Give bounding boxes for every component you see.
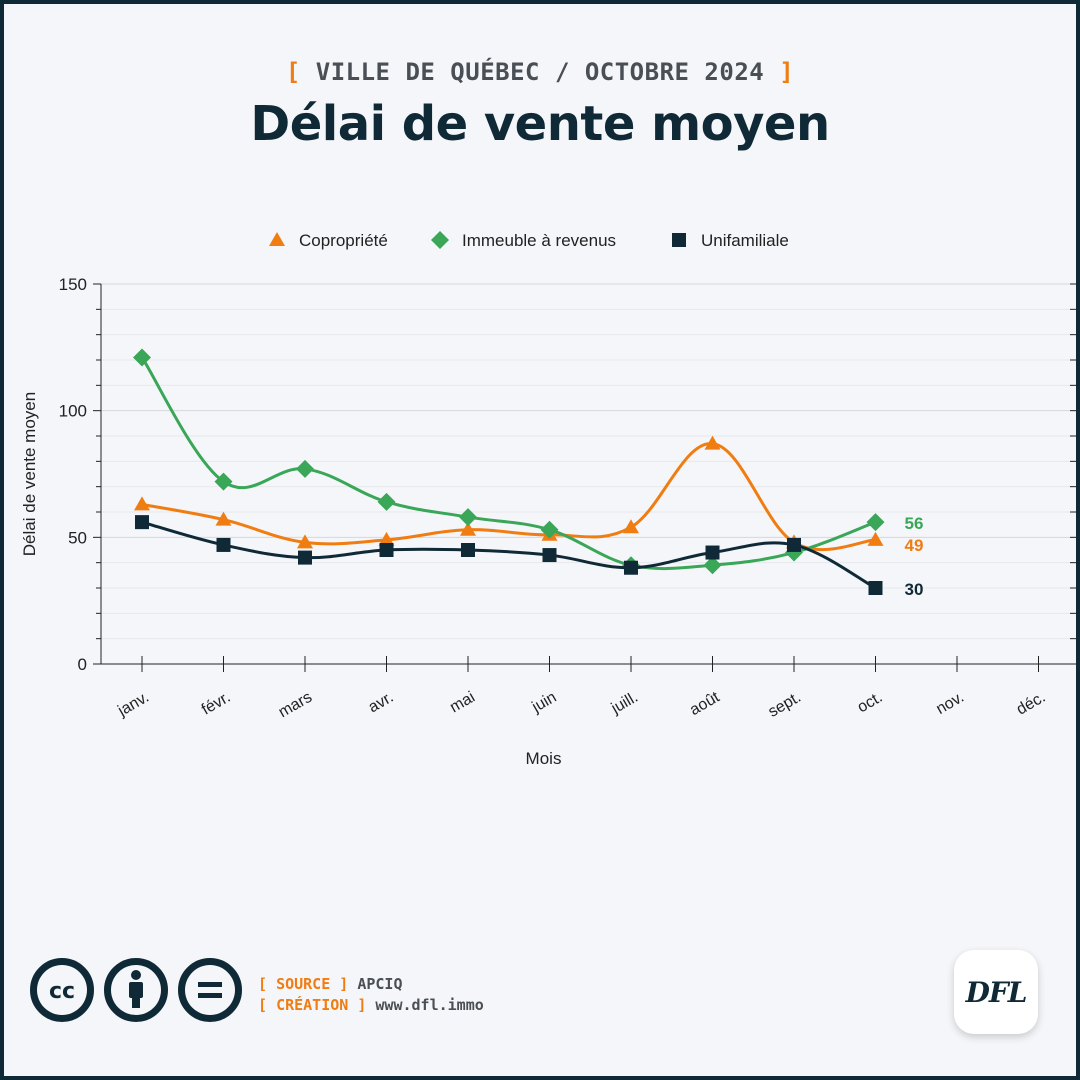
grid [101,283,1076,640]
bracket-open: [ [285,58,301,86]
line-chart: 0 50 100 150 Délai de vente moyen janv. févr. m… [20,231,1076,768]
y-axis-title: Délai de vente moyen [20,392,39,556]
x-tick-label: déc. [1014,689,1049,719]
x-tick-label: nov. [933,689,967,718]
data-point [296,459,314,478]
creation-value: www.dfl.immo [375,996,484,1014]
data-point [459,508,477,527]
logo-text: DFL [965,975,1028,1009]
y-axis: 0 50 100 150 Délai de vente moyen [20,275,1076,674]
series-1: 56 [133,348,924,575]
x-tick-label: juin [529,689,560,717]
creation-label: CRÉATION [276,996,349,1014]
data-point [215,511,232,526]
x-axis-title: Mois [526,749,562,768]
y-tick-label: 100 [59,402,87,421]
end-value-label: 56 [905,514,924,533]
x-tick-label: mai [447,689,478,717]
source-label: SOURCE [276,975,331,993]
end-value-label: 49 [905,536,924,555]
legend-marker [431,231,449,249]
source-value: APCIQ [357,975,403,993]
infographic-frame: [ VILLE DE QUÉBEC / OCTOBRE 2024 ] Délai… [4,4,1076,1076]
kicker-text: VILLE DE QUÉBEC / OCTOBRE 2024 [315,58,765,86]
data-point [214,472,233,491]
data-point [623,519,639,534]
creation-line: [ CRÉATION ] www.dfl.immo [258,996,484,1014]
series-2: 30 [135,515,923,599]
data-point [297,534,313,549]
y-tick-label: 0 [78,655,87,674]
data-point [866,513,885,532]
data-point [379,543,394,557]
legend-marker [672,233,686,247]
cc-icon: cc [30,958,94,1022]
no-derivatives-icon [178,958,242,1022]
legend-label: Unifamiliale [701,231,789,250]
series-line [140,356,877,571]
data-point [703,556,722,575]
data-point [460,521,476,536]
data-point [461,543,475,557]
data-point [542,548,557,563]
data-point [540,520,559,539]
kicker: [ VILLE DE QUÉBEC / OCTOBRE 2024 ] [4,58,1076,86]
y-tick-label: 150 [59,275,87,294]
data-point [133,348,151,367]
cc-text: cc [49,979,75,1004]
dfl-logo: DFL [954,950,1038,1034]
x-tick-label: avr. [366,689,397,717]
x-tick-label: août [687,688,723,719]
bracket-close: ] [779,58,795,86]
data-point [867,531,884,546]
data-point [705,545,720,560]
series-line [141,520,877,590]
end-value-label: 30 [905,580,924,599]
legend: Copropriété Immeuble à revenus Unifamilial… [269,231,789,250]
x-tick-label: sept. [765,689,804,721]
page-title: Délai de vente moyen [250,96,830,152]
data-point [378,531,395,546]
data-point [135,515,149,530]
source-line: [ SOURCE ] APCIQ [258,975,403,993]
y-tick-label: 50 [68,528,87,547]
legend-label: Copropriété [299,231,388,250]
credits: [ SOURCE ] APCIQ [ CRÉATION ] www.dfl.im… [258,974,484,1016]
data-point [216,537,231,552]
data-point [377,492,396,511]
data-point [704,435,721,450]
x-tick-label: févr. [199,689,234,719]
data-point [298,550,312,565]
series-line [141,442,876,552]
data-point [134,496,150,511]
legend-label: Immeuble à revenus [462,231,616,250]
legend-marker [269,232,285,246]
x-tick-label: mars [276,689,315,722]
data-point [787,537,801,552]
attribution-icon [104,958,168,1022]
data-point [868,581,883,595]
x-axis: janv. févr. mars avr. mai juin juill. août sept.… [101,656,1076,768]
data-point [624,560,638,575]
x-tick-label: juill. [608,689,641,718]
x-tick-label: oct. [855,689,886,717]
x-tick-label: janv. [114,689,152,721]
